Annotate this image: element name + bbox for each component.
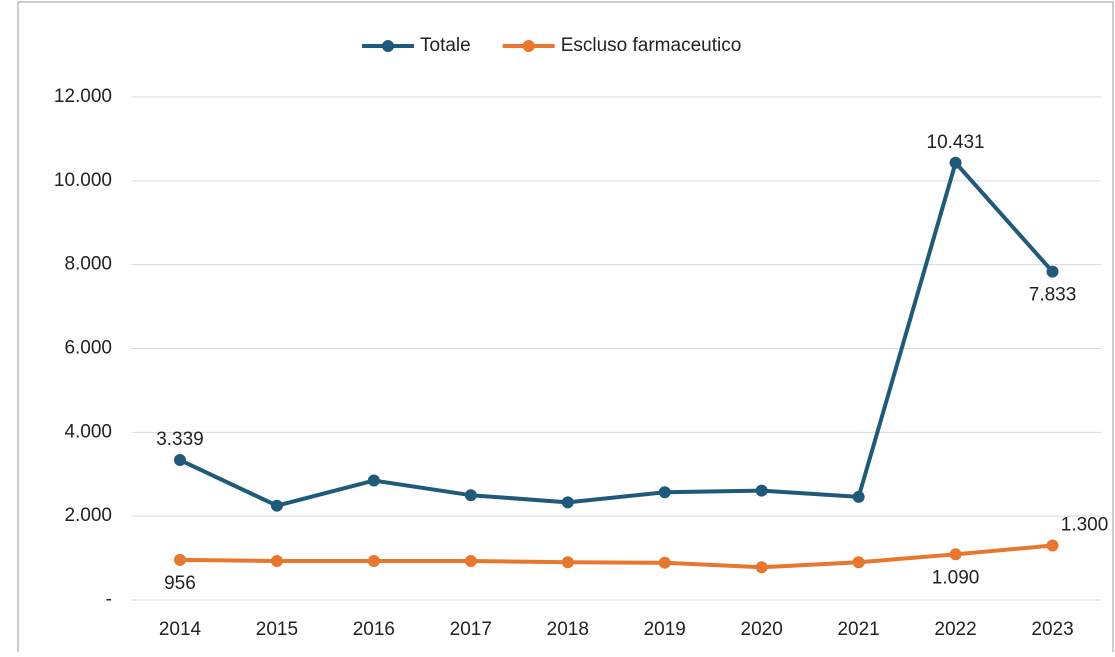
y-tick-label: 6.000 [64,338,112,359]
marker [755,561,768,574]
marker [755,484,768,497]
marker [658,556,671,569]
line [179,543,1053,570]
data-label: 1.090 [932,567,980,588]
data-label: 7.833 [1029,285,1077,306]
marker [464,555,477,568]
data-label: 956 [164,573,196,594]
x-tick-label: 2018 [547,619,589,640]
marker [1046,265,1059,278]
x-tick-label: 2020 [741,619,783,640]
line [179,160,1055,508]
marker [658,486,671,499]
x-tick-label: 2017 [450,619,492,640]
legend-marker [522,40,535,52]
marker [173,553,186,566]
marker [1046,539,1059,552]
y-tick-label: 4.000 [64,421,112,442]
x-tick-label: 2015 [256,619,298,640]
chart-frame [17,1,1114,657]
data-label: 10.431 [927,132,985,153]
legend-marker [382,40,394,52]
data-label: 1.300 [1061,515,1109,536]
x-tick-label: 2016 [353,619,395,640]
x-tick-label: 2014 [159,619,202,640]
legend-label: Totale [420,35,471,56]
marker [270,555,283,568]
marker [173,454,186,467]
marker [464,489,477,502]
x-tick-label: 2019 [644,619,686,640]
y-tick-label: 12.000 [54,86,112,107]
y-tick-label: - [106,589,112,610]
x-tick-label: 2023 [1031,619,1073,640]
legend-label: Escluso farmaceutico [561,35,742,56]
y-tick-label: 8.000 [64,254,112,275]
marker [852,556,865,569]
x-tick-label: 2021 [837,619,879,640]
marker [949,156,962,169]
y-tick-label: 2.000 [64,505,112,526]
y-tick-label: 10.000 [54,170,112,191]
data-label: 3.339 [156,429,204,450]
marker [270,499,283,512]
x-tick-label: 2022 [934,619,976,640]
marker [561,496,574,509]
marker [367,474,380,487]
marker [367,555,380,568]
marker [949,548,962,561]
marker [852,490,865,503]
marker [561,556,574,569]
